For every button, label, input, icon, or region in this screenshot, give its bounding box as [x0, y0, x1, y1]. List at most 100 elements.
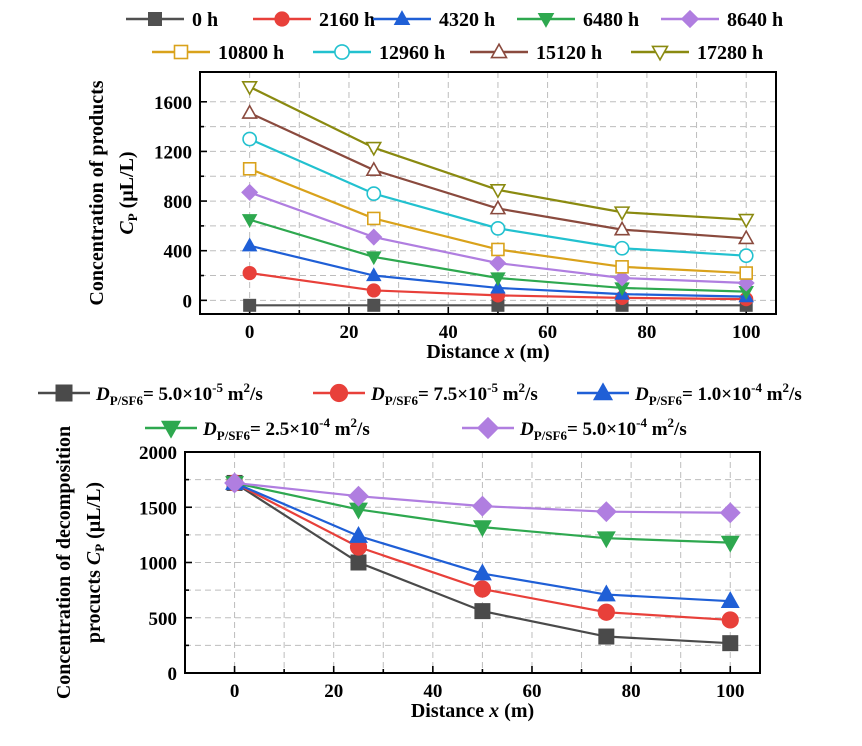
- data-point: [241, 183, 259, 201]
- legend-label-tail: /s: [356, 419, 370, 440]
- legend-label-tail: /s: [788, 384, 802, 405]
- legend-label-var: D: [95, 384, 110, 405]
- data-point: [243, 298, 257, 312]
- legend-label: 15120 h: [536, 42, 602, 64]
- data-point: [366, 186, 382, 202]
- x-axis-label: Distance x (m): [411, 700, 534, 722]
- series-8: [241, 104, 755, 245]
- data-point: [737, 213, 755, 229]
- y-tick-label: 1500: [139, 498, 177, 519]
- data-point: [365, 228, 383, 246]
- x-axis-label-var: x: [488, 700, 499, 722]
- data-point: [348, 485, 369, 507]
- y-tick-label: 800: [164, 192, 193, 213]
- y-axis-label-line1: Concentration of products: [86, 80, 108, 305]
- x-axis-label-text: Distance: [426, 341, 504, 363]
- legend-marker: [476, 416, 500, 440]
- legend-item: DP/SF6= 2.5×10-4 m2/s: [145, 415, 370, 443]
- legend-marker: [329, 383, 349, 403]
- legend-label-unit: m: [762, 384, 783, 405]
- legend-label-mant: = 2.5×10: [250, 419, 319, 440]
- y-axis-label-text: Concentration of decomposition: [53, 426, 75, 699]
- data-point: [241, 237, 258, 252]
- legend-marker: [274, 11, 290, 27]
- data-point: [737, 229, 755, 245]
- data-point: [721, 611, 739, 629]
- legend-marker: [537, 12, 555, 28]
- data-point: [720, 535, 740, 553]
- series-5: [241, 183, 755, 292]
- y-tick-label: 1600: [154, 93, 192, 114]
- data-point: [241, 214, 258, 228]
- legend-label: DP/SF6= 2.5×10-4 m2/s: [202, 415, 370, 443]
- legend-label: 0 h: [192, 9, 218, 31]
- data-point: [738, 248, 754, 264]
- y-tick-label: 2000: [139, 443, 177, 464]
- data-point: [490, 220, 506, 236]
- legend-item: 17280 h: [631, 42, 763, 64]
- legend-label: DP/SF6= 7.5×10-5 m2/s: [370, 380, 538, 408]
- legend-marker: [148, 12, 162, 26]
- data-point: [473, 580, 492, 598]
- legend-label-var: D: [634, 384, 649, 405]
- legend-label-uexp: 2: [351, 415, 358, 430]
- legend-label-unit: m: [647, 419, 668, 440]
- legend-marker: [173, 44, 189, 60]
- x-tick-label: 40: [423, 681, 442, 702]
- legend-label: DP/SF6= 1.0×10-4 m2/s: [634, 380, 802, 408]
- data-point: [596, 531, 616, 549]
- x-axis-label: Distance x (m): [426, 341, 549, 363]
- data-point: [472, 563, 492, 581]
- legend-item: DP/SF6= 7.5×10-5 m2/s: [313, 380, 538, 408]
- legend-item: 10800 h: [152, 42, 284, 64]
- legend-label: 17280 h: [697, 42, 763, 64]
- x-tick-label: 0: [245, 322, 255, 343]
- data-point: [596, 584, 616, 602]
- data-point: [366, 283, 381, 298]
- legend-label-mant: = 5.0×10: [567, 419, 636, 440]
- data-point: [489, 183, 507, 199]
- legend-label-tail: /s: [524, 384, 538, 405]
- data-point: [367, 298, 381, 312]
- y-axis-label-unit: (μL/L): [83, 482, 105, 544]
- legend-label: 2160 h: [319, 9, 375, 31]
- legend-label-tail: /s: [249, 384, 263, 405]
- y-axis-label-line2: CP (μL/L): [116, 151, 140, 234]
- data-point: [366, 267, 382, 282]
- legend-label-mant: = 1.0×10: [682, 384, 751, 405]
- data-point: [719, 502, 741, 524]
- legend-item: 2160 h: [253, 9, 375, 31]
- data-point: [350, 554, 367, 571]
- legend-label: 6480 h: [583, 9, 639, 31]
- y-axis-label-sub: P: [125, 213, 140, 221]
- legend-label: 4320 h: [439, 9, 495, 31]
- legend-label-var: D: [202, 419, 217, 440]
- x-axis-label-text: Distance: [411, 700, 489, 722]
- legend-label-var: D: [519, 419, 534, 440]
- legend-item: 15120 h: [470, 42, 602, 64]
- data-point: [598, 628, 615, 645]
- series-4: [241, 214, 754, 300]
- legend-label: DP/SF6= 5.0×10-4 m2/s: [519, 415, 687, 443]
- legend-label-sub: P/SF6: [534, 428, 568, 443]
- x-tick-label: 60: [538, 322, 557, 343]
- legend-label-unit: m: [330, 419, 351, 440]
- legend-label-exp: -4: [751, 380, 762, 395]
- data-point: [490, 279, 506, 294]
- y-axis-label-line2: procucts CP (μL/L): [83, 482, 107, 643]
- data-point: [595, 501, 617, 523]
- legend-label-exp: -4: [636, 415, 647, 430]
- legend-label-unit: m: [223, 384, 244, 405]
- x-tick-label: 80: [637, 322, 656, 343]
- legend-label-exp: -5: [212, 380, 223, 395]
- data-point: [597, 603, 615, 621]
- x-tick-label: 0: [230, 681, 240, 702]
- legend-label-sub: P/SF6: [110, 393, 144, 408]
- data-point: [241, 104, 258, 119]
- y-tick-label: 1200: [154, 142, 192, 163]
- x-axis-label-var: x: [504, 341, 515, 363]
- legend-marker: [55, 384, 73, 402]
- legend-label: 12960 h: [379, 42, 445, 64]
- legend-label-mant: = 5.0×10: [143, 384, 212, 405]
